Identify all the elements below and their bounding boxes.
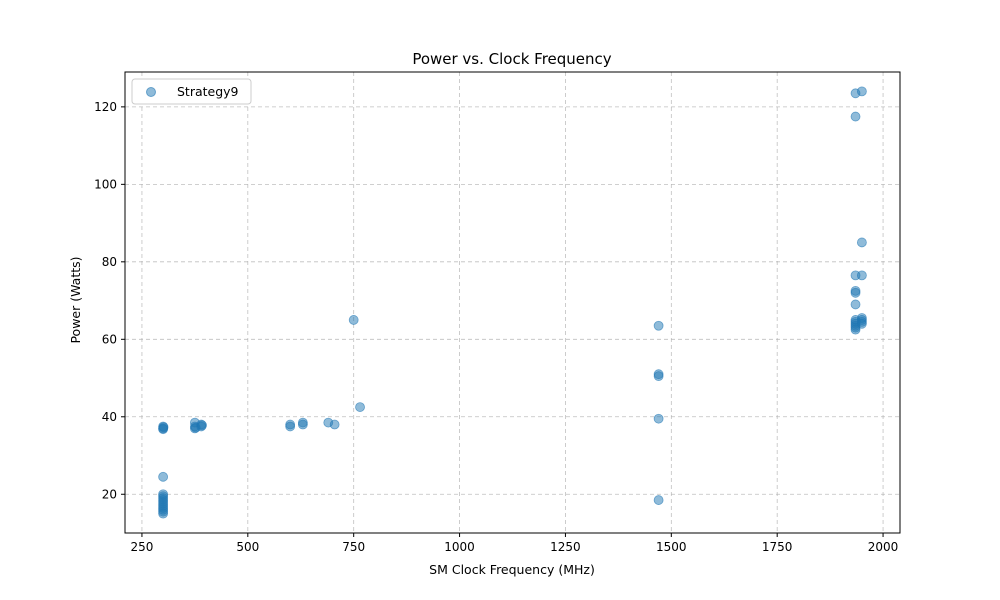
data-point [158, 422, 169, 433]
x-axis-ticks: 250 500 750 1000 1250 1500 1750 2000 [130, 533, 898, 554]
plot-frame [124, 71, 901, 534]
x-tick-label: 1500 [656, 540, 687, 554]
data-point [653, 371, 664, 382]
y-tick-label: 80 [102, 255, 117, 269]
legend-label: Strategy9 [177, 84, 239, 99]
x-tick-label: 750 [342, 540, 365, 554]
data-points [158, 86, 867, 519]
data-point [355, 402, 365, 412]
data-point [856, 237, 867, 248]
data-point [348, 315, 359, 325]
data-point [856, 270, 867, 281]
y-tick-label: 100 [94, 177, 117, 191]
data-point [856, 318, 867, 329]
x-tick-label: 1250 [550, 540, 581, 554]
y-tick-label: 60 [102, 332, 117, 346]
data-point [158, 471, 169, 482]
grid [125, 72, 900, 533]
data-point [297, 419, 308, 430]
data-point [158, 508, 169, 519]
data-point [653, 413, 664, 424]
y-tick-label: 120 [94, 100, 117, 114]
legend-marker [146, 87, 156, 97]
x-tick-label: 250 [130, 540, 153, 554]
y-tick-label: 40 [102, 410, 117, 424]
legend-box [131, 78, 252, 105]
data-point [856, 86, 867, 97]
x-tick-label: 2000 [868, 540, 899, 554]
y-tick-label: 20 [102, 487, 117, 501]
data-point [653, 320, 664, 331]
x-tick-label: 500 [236, 540, 259, 554]
data-point [329, 419, 340, 430]
x-tick-label: 1000 [444, 540, 475, 554]
data-point [850, 111, 861, 122]
x-tick-label: 1750 [762, 540, 793, 554]
y-axis-ticks: 20 40 60 80 100 120 [94, 100, 125, 501]
data-point [850, 324, 861, 335]
legend: Strategy9 [131, 78, 252, 105]
chart-title: Power vs. Clock Frequency [412, 50, 611, 68]
data-point [850, 299, 861, 310]
data-point [197, 420, 207, 431]
data-point [285, 421, 296, 432]
data-point [850, 287, 861, 298]
y-axis-label: Power (Watts) [68, 256, 83, 343]
x-axis-label: SM Clock Frequency (MHz) [429, 562, 595, 577]
data-point [653, 495, 664, 505]
